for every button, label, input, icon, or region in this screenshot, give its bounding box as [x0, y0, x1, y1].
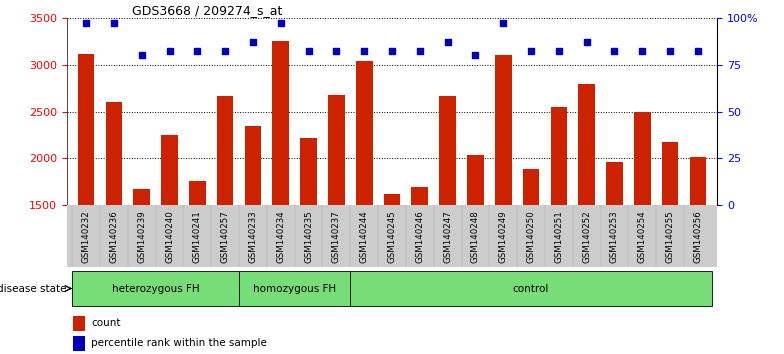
Bar — [272, 41, 289, 346]
Text: GSM140239: GSM140239 — [137, 210, 147, 263]
Point — [497, 21, 510, 26]
Text: disease state: disease state — [0, 284, 67, 293]
Text: GSM140246: GSM140246 — [416, 210, 424, 263]
Point — [136, 52, 148, 58]
Text: count: count — [92, 318, 121, 328]
Point — [413, 48, 426, 54]
Text: GSM140248: GSM140248 — [471, 210, 480, 263]
Bar — [439, 96, 456, 346]
Bar — [495, 55, 512, 346]
Bar — [162, 135, 178, 346]
Text: GSM140241: GSM140241 — [193, 210, 201, 263]
Text: GSM140252: GSM140252 — [583, 210, 591, 263]
Text: GSM140235: GSM140235 — [304, 210, 313, 263]
Text: GSM140245: GSM140245 — [387, 210, 397, 263]
Point — [553, 48, 565, 54]
Point — [219, 48, 231, 54]
Bar — [606, 162, 622, 346]
Bar — [106, 102, 122, 346]
Text: homozygous FH: homozygous FH — [253, 284, 336, 293]
Text: GSM140233: GSM140233 — [249, 210, 257, 263]
Bar — [73, 316, 85, 331]
Point — [303, 48, 315, 54]
Point — [80, 21, 93, 26]
Bar — [328, 95, 345, 346]
Bar — [579, 84, 595, 346]
Bar — [133, 189, 150, 346]
Bar — [356, 61, 372, 346]
Bar — [245, 126, 261, 346]
Bar — [78, 54, 94, 346]
Point — [191, 48, 204, 54]
Point — [330, 48, 343, 54]
Bar — [523, 169, 539, 346]
FancyBboxPatch shape — [350, 271, 712, 306]
Text: GSM140237: GSM140237 — [332, 210, 341, 263]
Text: GSM140249: GSM140249 — [499, 210, 508, 263]
Bar — [412, 187, 428, 346]
Point — [274, 21, 287, 26]
Text: GSM140247: GSM140247 — [443, 210, 452, 263]
Bar — [217, 96, 234, 346]
Bar — [189, 181, 205, 346]
Bar — [690, 158, 706, 346]
Point — [691, 48, 704, 54]
Text: GSM140254: GSM140254 — [637, 210, 647, 263]
Text: GSM140234: GSM140234 — [276, 210, 285, 263]
Text: control: control — [513, 284, 550, 293]
Point — [636, 48, 648, 54]
Text: GSM140255: GSM140255 — [666, 210, 674, 263]
Text: GSM140236: GSM140236 — [110, 210, 118, 263]
Text: GSM140251: GSM140251 — [554, 210, 564, 263]
Text: GSM140250: GSM140250 — [527, 210, 535, 263]
Text: GSM140253: GSM140253 — [610, 210, 619, 263]
Point — [608, 48, 621, 54]
Bar — [300, 138, 317, 346]
Text: GSM140256: GSM140256 — [693, 210, 702, 263]
Bar — [662, 142, 678, 346]
Bar — [73, 336, 85, 350]
Point — [163, 48, 176, 54]
Point — [386, 48, 398, 54]
Point — [580, 39, 593, 45]
Point — [664, 48, 677, 54]
Bar — [634, 113, 651, 346]
Text: GSM140244: GSM140244 — [360, 210, 368, 263]
Text: GDS3668 / 209274_s_at: GDS3668 / 209274_s_at — [132, 4, 282, 17]
Text: GSM140240: GSM140240 — [165, 210, 174, 263]
Point — [107, 21, 120, 26]
Bar — [467, 155, 484, 346]
Text: GSM140257: GSM140257 — [220, 210, 230, 263]
Text: heterozygous FH: heterozygous FH — [112, 284, 199, 293]
Bar — [383, 194, 401, 346]
Text: GSM140232: GSM140232 — [82, 210, 91, 263]
Bar — [550, 107, 567, 346]
Point — [441, 39, 454, 45]
Point — [524, 48, 537, 54]
Point — [358, 48, 371, 54]
Point — [469, 52, 481, 58]
Text: percentile rank within the sample: percentile rank within the sample — [92, 338, 267, 348]
FancyBboxPatch shape — [239, 271, 350, 306]
FancyBboxPatch shape — [72, 271, 239, 306]
Point — [247, 39, 260, 45]
